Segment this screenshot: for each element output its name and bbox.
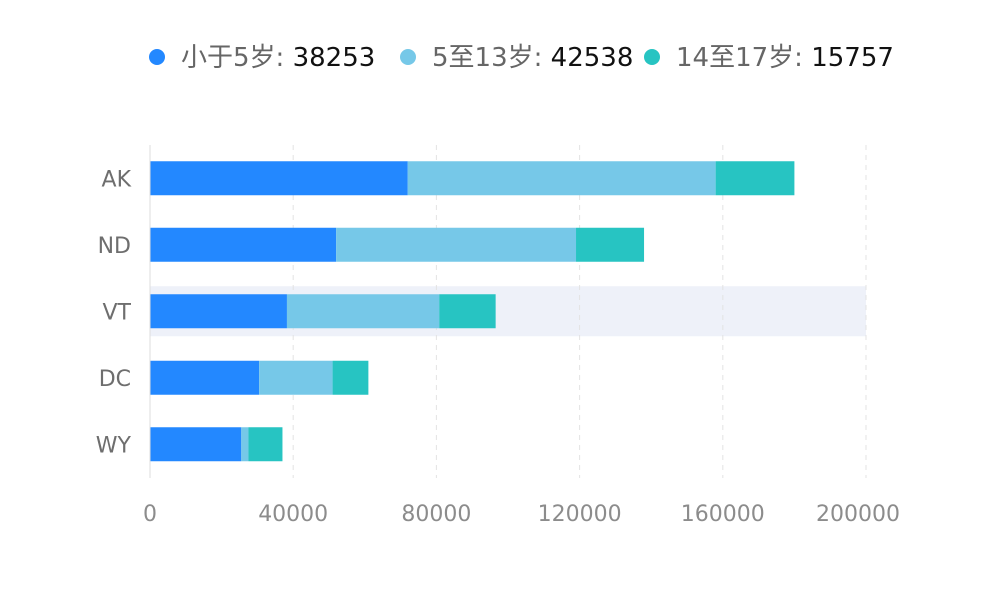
legend-value-2: 42538 [551, 43, 634, 73]
x-tick-label-160000: 160000 [681, 502, 765, 527]
x-tick-label-0: 0 [143, 502, 157, 527]
legend-text-2: 5至13岁: 42538 [432, 43, 633, 73]
bar-dc-series-1 [150, 360, 260, 395]
x-tick-label-200000: 200000 [816, 502, 900, 527]
x-tick-label-80000: 80000 [401, 502, 471, 527]
bar-wy-series-1 [150, 427, 242, 462]
bar-ak-series-1 [150, 161, 408, 196]
bar-nd-series-1 [150, 227, 337, 262]
category-label-nd: ND [98, 234, 131, 259]
category-label-wy: WY [96, 433, 132, 458]
legend-marker-1 [149, 49, 165, 65]
legend-value-3: 15757 [811, 43, 894, 73]
legend-label-2: 5至13岁: [432, 43, 551, 73]
legend-marker-3 [644, 49, 660, 65]
legend-value-1: 38253 [293, 43, 376, 73]
legend-text-1: 小于5岁: 38253 [181, 43, 375, 73]
category-label-dc: DC [99, 367, 131, 392]
bar-vt-series-2 [286, 294, 440, 329]
chart-legend: 小于5岁: 38253 5至13岁: 42538 14至17岁: 15757 [149, 43, 894, 73]
legend-text-3: 14至17岁: 15757 [676, 43, 894, 73]
category-label-ak: AK [102, 167, 132, 192]
bar-nd-series-3 [576, 227, 645, 262]
legend-item-3: 14至17岁: 15757 [644, 43, 894, 73]
bar-wy-series-3 [248, 427, 283, 462]
x-tick-label-40000: 40000 [258, 502, 328, 527]
legend-label-3: 14至17岁: [676, 43, 811, 73]
bar-dc-series-3 [332, 360, 369, 395]
bar-dc-series-2 [259, 360, 333, 395]
bar-wy-series-2 [241, 427, 249, 462]
x-tick-label-120000: 120000 [538, 502, 622, 527]
bars [150, 161, 795, 462]
legend-item-1: 小于5岁: 38253 [149, 43, 375, 73]
legend-marker-2 [400, 49, 416, 65]
bar-nd-series-2 [336, 227, 577, 262]
legend-item-2: 5至13岁: 42538 [400, 43, 633, 73]
bar-vt-series-3 [439, 294, 496, 329]
bar-ak-series-2 [407, 161, 716, 196]
bar-ak-series-3 [715, 161, 795, 196]
axes: AK ND VT DC WY 0 40000 80000 120000 160000 200000 [96, 145, 900, 527]
legend-label-1: 小于5岁: [181, 43, 293, 73]
category-label-vt: VT [103, 300, 132, 325]
bar-vt-series-1 [150, 294, 287, 329]
